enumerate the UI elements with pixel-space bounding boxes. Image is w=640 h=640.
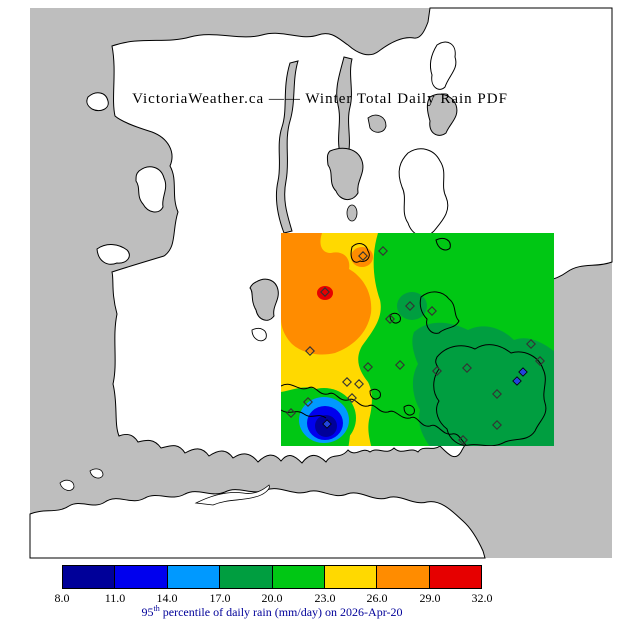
colorbar-caption: 95th percentile of daily rain (mm/day) o… xyxy=(62,604,482,620)
colorbar-tick-2: 14.0 xyxy=(156,591,178,605)
island-outline xyxy=(403,404,415,416)
islet xyxy=(89,468,104,479)
contour-region-29-32 xyxy=(317,286,333,300)
island-outline xyxy=(419,291,460,334)
inlet-sooke xyxy=(249,278,279,321)
colorbar-tick-4: 20.0 xyxy=(261,591,283,605)
caption-number: 95 xyxy=(141,605,154,619)
colorbar-tick-8: 32.0 xyxy=(471,591,493,605)
contour-region-17-20 xyxy=(412,322,554,446)
colorbar-tick-5: 23.0 xyxy=(314,591,336,605)
island-outline xyxy=(435,237,451,251)
colorbar xyxy=(62,565,482,589)
bay xyxy=(367,114,387,133)
island xyxy=(429,41,457,90)
colorbar-seg-6 xyxy=(377,566,430,588)
bay xyxy=(326,147,364,200)
colorbar-seg-1 xyxy=(115,566,168,588)
colorbar-seg-7 xyxy=(429,566,481,588)
colorbar-tick-0: 8.0 xyxy=(54,591,70,605)
island-outline xyxy=(350,243,370,263)
colorbar-seg-0 xyxy=(63,566,116,588)
inlet-finlayson-arm xyxy=(275,60,299,234)
island-saltspring xyxy=(398,148,449,237)
colorbar-tick-7: 29.0 xyxy=(419,591,441,605)
inlet-small xyxy=(251,327,267,342)
page-title: VictoriaWeather.ca —— Winter Total Daily… xyxy=(132,91,508,107)
channel xyxy=(426,93,458,136)
island xyxy=(135,166,167,213)
contour-patch-17-20 xyxy=(397,292,427,320)
colorbar-tick-3: 17.0 xyxy=(209,591,231,605)
contour-ring-26-29 xyxy=(351,247,373,267)
caption-ordinal: th xyxy=(153,604,160,613)
caption-text: percentile of daily rain (mm/day) on 202… xyxy=(159,605,403,619)
coastline-overlays xyxy=(281,237,547,446)
colorbar-seg-3 xyxy=(220,566,273,588)
colorbar-seg-4 xyxy=(272,566,325,588)
islet xyxy=(59,479,75,491)
island-outline xyxy=(389,312,401,324)
colorbar-seg-5 xyxy=(324,566,378,588)
colorbar-seg-2 xyxy=(167,566,221,588)
coastal-spit xyxy=(194,484,270,506)
island xyxy=(86,92,109,112)
colorbar-tick-1: 11.0 xyxy=(104,591,126,605)
contour-overlay xyxy=(281,233,554,446)
coastline xyxy=(281,383,467,446)
island xyxy=(96,244,130,265)
lake xyxy=(346,204,358,222)
island-outline xyxy=(369,388,381,400)
colorbar-tick-6: 26.0 xyxy=(366,591,388,605)
island-outline-san-juan xyxy=(433,344,547,446)
